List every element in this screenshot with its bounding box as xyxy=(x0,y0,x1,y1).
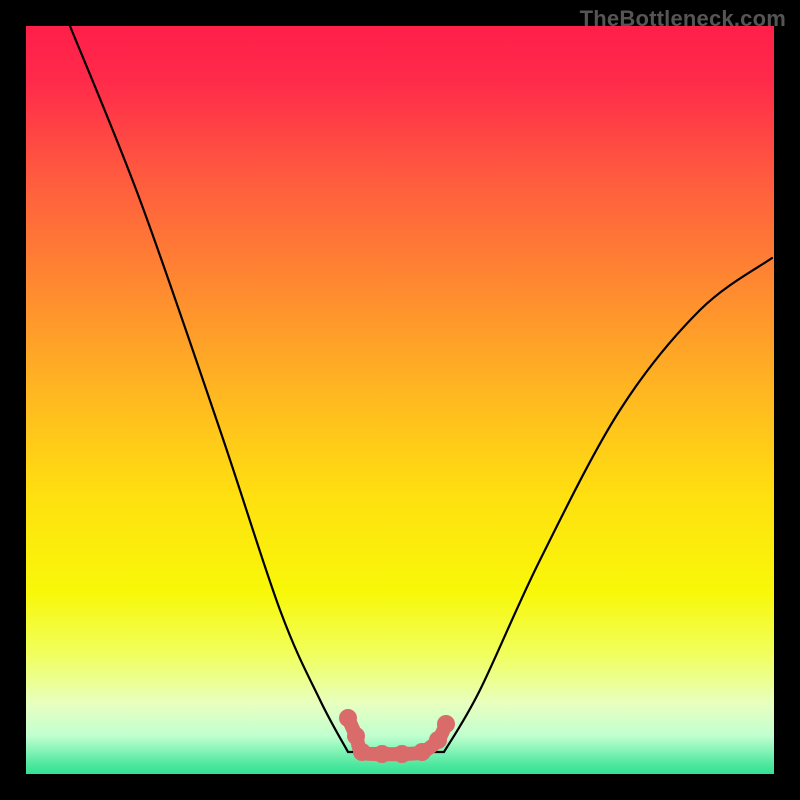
chart-root: TheBottleneck.com xyxy=(0,0,800,800)
watermark-text: TheBottleneck.com xyxy=(580,6,786,32)
gradient-background xyxy=(0,0,800,800)
bottleneck-chart xyxy=(0,0,800,800)
